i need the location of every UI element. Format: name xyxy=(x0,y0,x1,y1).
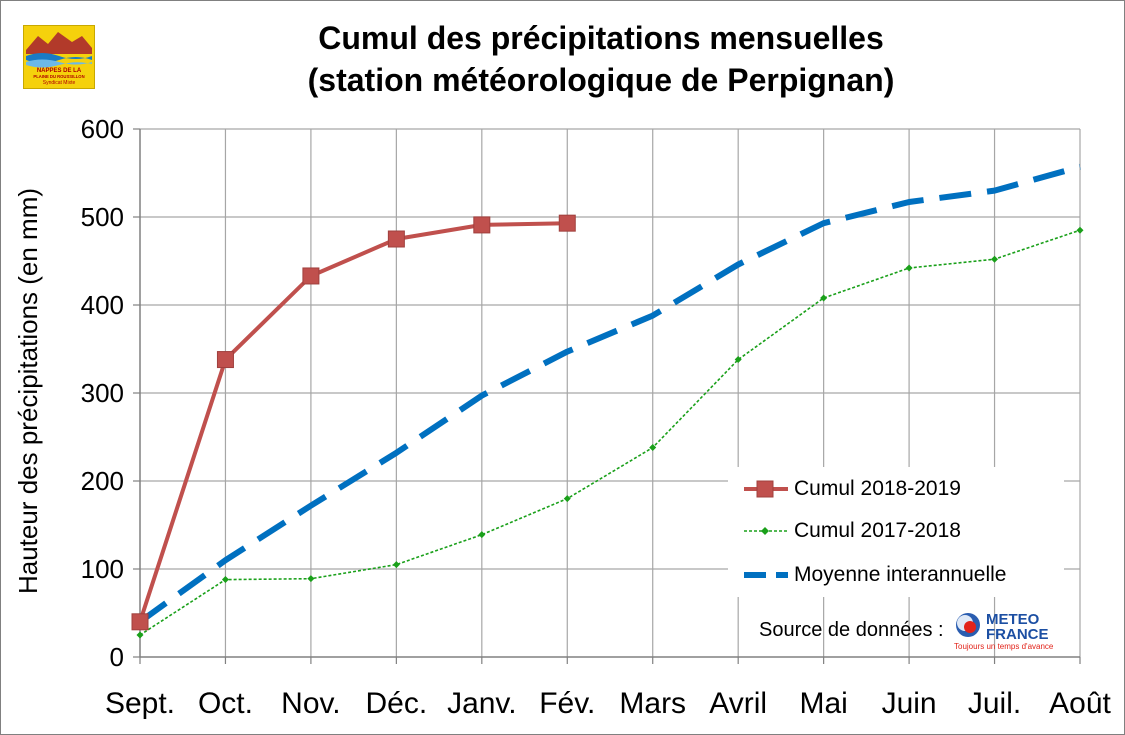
x-tick-label: Sept. xyxy=(105,687,175,720)
x-tick-label: Fév. xyxy=(539,687,595,720)
point-2018-2019 xyxy=(302,267,320,285)
legend-swatch-2017-2018 xyxy=(744,527,788,535)
x-tick-label: Août xyxy=(1049,687,1111,720)
meteo-logo-sub: FRANCE xyxy=(986,626,1049,643)
legend-label-moyenne: Moyenne interannuelle xyxy=(794,563,1007,586)
legend-item-moyenne: Moyenne interannuelle xyxy=(728,557,1006,593)
meteo-logo-main: METEO xyxy=(986,611,1040,628)
chart-title-line-2: (station météorologique de Perpignan) xyxy=(307,62,895,98)
y-tick-label: 500 xyxy=(81,202,124,232)
point-2018-2019 xyxy=(473,216,491,234)
point-2018-2019 xyxy=(131,613,149,631)
syndicat-logo: NAPPES DE LA PLAINE DU ROUSSILLON Syndic… xyxy=(23,25,95,89)
syndicat-line3: Syndicat Mixte xyxy=(43,80,76,86)
legend-item-2017-2018: Cumul 2017-2018 xyxy=(728,513,961,549)
chart-title: Cumul des précipitations mensuelles (stat… xyxy=(161,17,1041,101)
point-2017-2018 xyxy=(905,264,913,272)
y-tick-label: 300 xyxy=(81,378,124,408)
syndicat-line2: PLAINE DU ROUSSILLON xyxy=(33,74,84,79)
point-2017-2018 xyxy=(649,444,657,452)
x-tick-label: Déc. xyxy=(366,687,428,720)
point-2017-2018 xyxy=(392,561,400,569)
x-tick-label: Juin xyxy=(882,687,937,720)
y-tick-label: 200 xyxy=(81,466,124,496)
y-tick-label: 0 xyxy=(110,642,124,672)
point-2017-2018 xyxy=(563,495,571,503)
series-line-2017-2018 xyxy=(139,229,1081,636)
meteo-logo-tagline: Toujours un temps d'avance xyxy=(954,642,1054,651)
legend-item-2018-2019: Cumul 2018-2019 xyxy=(728,471,961,507)
series-line-2018-2019 xyxy=(138,221,568,623)
point-2017-2018 xyxy=(734,356,742,364)
x-tick-label: Juil. xyxy=(968,687,1021,720)
point-2018-2019 xyxy=(558,214,576,232)
point-2017-2018 xyxy=(221,576,229,584)
syndicat-logo-art: NAPPES DE LA PLAINE DU ROUSSILLON Syndic… xyxy=(26,32,92,86)
point-2017-2018 xyxy=(1076,226,1084,234)
x-tick-label: Nov. xyxy=(281,687,340,720)
x-tick-label: Janv. xyxy=(447,687,516,720)
source-label: Source de données : xyxy=(759,618,944,641)
point-2017-2018 xyxy=(136,631,144,639)
series-line-moyenne xyxy=(138,163,1081,625)
source-note: Source de données : METEO FRANCE Toujour… xyxy=(759,609,1058,651)
x-tick-label: Avril xyxy=(709,687,767,720)
y-tick-label: 600 xyxy=(81,114,124,144)
y-axis-label: Hauteur des précipitations (en mm) xyxy=(13,188,43,594)
point-2017-2018 xyxy=(820,294,828,302)
legend-swatch-moyenne xyxy=(744,572,788,578)
meteo-france-logo: METEO FRANCE Toujours un temps d'avance xyxy=(952,609,1058,651)
point-2017-2018 xyxy=(478,531,486,539)
y-tick-label: 100 xyxy=(81,554,124,584)
legend-label-2018-2019: Cumul 2018-2019 xyxy=(794,477,961,500)
point-2018-2019 xyxy=(387,230,405,248)
meteo-france-logo-art: METEO FRANCE Toujours un temps d'avance xyxy=(954,611,1054,651)
x-tick-label: Mai xyxy=(799,687,847,720)
y-tick-label: 400 xyxy=(81,290,124,320)
legend-label-2017-2018: Cumul 2017-2018 xyxy=(794,519,961,542)
x-tick-label: Oct. xyxy=(198,687,253,720)
point-2018-2019 xyxy=(216,351,234,369)
legend: Cumul 2018-2019 Cumul 2017-2018 Moyenne … xyxy=(728,467,1064,597)
point-2017-2018 xyxy=(991,255,999,263)
syndicat-line1: NAPPES DE LA xyxy=(37,68,82,74)
point-2017-2018 xyxy=(307,575,315,583)
legend-swatch-2018-2019 xyxy=(744,480,788,498)
chart-title-line-1: Cumul des précipitations mensuelles xyxy=(318,20,884,56)
x-tick-label: Mars xyxy=(619,687,686,720)
